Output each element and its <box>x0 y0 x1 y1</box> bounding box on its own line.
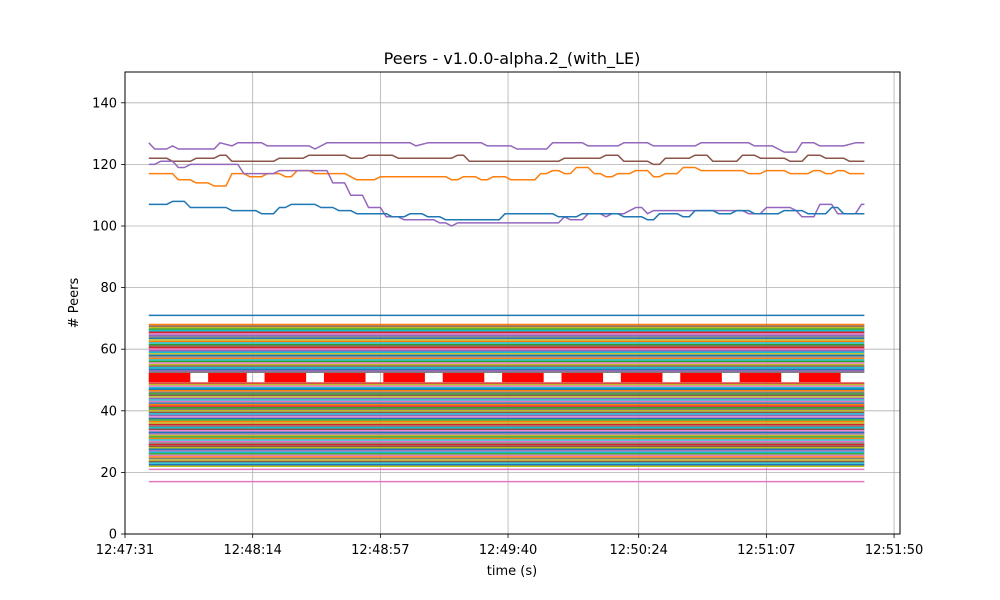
dashed-series-segment <box>502 372 544 383</box>
y-tick-label: 0 <box>109 528 117 543</box>
series-line <box>148 142 865 153</box>
y-tick-label: 20 <box>100 466 117 481</box>
y-tick-label: 40 <box>100 404 117 419</box>
x-tick-label: 12:47:31 <box>96 543 154 558</box>
dashed-series-segment <box>208 372 247 383</box>
x-tick-label: 12:49:40 <box>479 543 537 558</box>
dashed-series-segment <box>383 372 425 383</box>
y-axis-ticks: 0 20 40 60 80 100 120 140 <box>92 96 125 543</box>
series-line <box>148 200 865 221</box>
y-tick-label: 120 <box>92 158 117 173</box>
dashed-series-segment <box>739 372 782 383</box>
x-tick-label: 12:48:57 <box>351 543 409 558</box>
dashed-series-segment <box>442 372 485 383</box>
dashed-series-segment <box>620 372 663 383</box>
x-tick-label: 12:51:07 <box>737 543 795 558</box>
x-axis-label: time (s) <box>487 564 537 579</box>
flat-series-group <box>148 314 865 483</box>
series-group <box>148 142 865 227</box>
y-axis-label: # Peers <box>67 278 82 329</box>
dashed-series-segment <box>148 372 191 383</box>
dashed-series-segment <box>799 372 841 383</box>
chart-title: Peers - v1.0.0-alpha.2_(with_LE) <box>384 49 641 69</box>
plot-area-frame <box>124 71 901 535</box>
dashed-series-segment <box>264 372 307 383</box>
series-line <box>148 160 865 227</box>
x-axis-ticks: 12:47:31 12:48:14 12:48:57 12:49:40 12:50:24… <box>96 534 923 558</box>
x-tick-label: 12:50:24 <box>610 543 668 558</box>
y-tick-label: 60 <box>100 343 117 358</box>
y-tick-label: 140 <box>92 96 117 111</box>
y-tick-label: 100 <box>92 220 117 235</box>
y-tick-label: 80 <box>100 281 117 296</box>
dashed-series-group <box>148 372 841 383</box>
x-tick-label: 12:51:50 <box>865 543 923 558</box>
dashed-series-segment <box>561 372 604 383</box>
dashed-series-segment <box>680 372 722 383</box>
x-tick-label: 12:48:14 <box>223 543 281 558</box>
dashed-series-segment <box>323 372 366 383</box>
series-line <box>148 154 865 166</box>
